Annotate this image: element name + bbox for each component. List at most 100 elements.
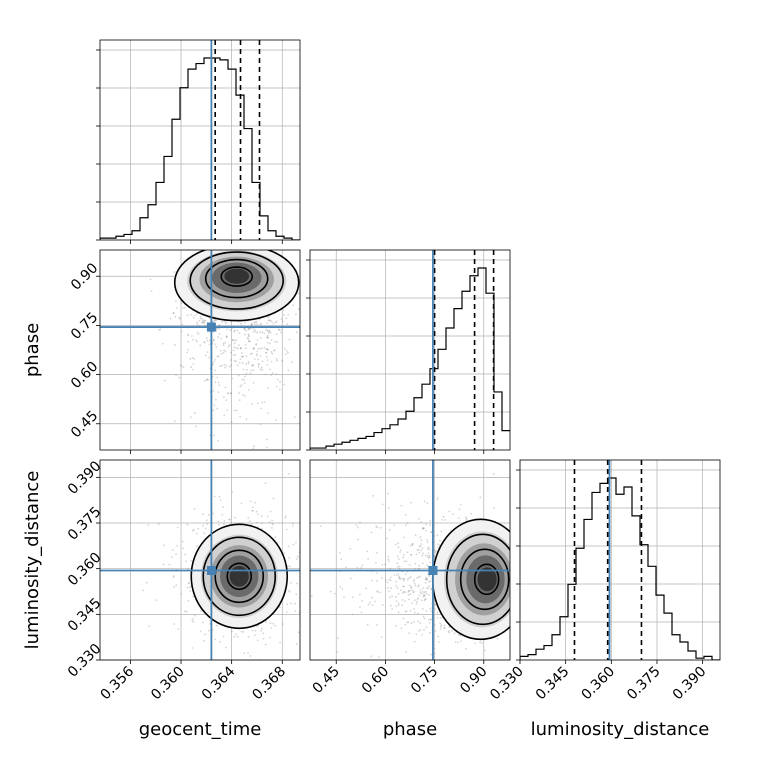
scatter-point: [437, 496, 440, 499]
panel-frame: [519, 459, 721, 661]
scatter-point: [222, 506, 225, 508]
scatter-point: [245, 372, 248, 375]
scatter-point: [181, 540, 184, 543]
scatter-point: [460, 503, 462, 506]
scatter-point: [197, 333, 200, 336]
scatter-point: [252, 381, 255, 384]
scatter-point: [223, 349, 225, 352]
scatter-point: [376, 590, 379, 593]
scatter-point: [259, 355, 262, 357]
scatter-point: [285, 450, 287, 452]
scatter-point: [341, 588, 344, 590]
scatter-point: [250, 523, 253, 526]
scatter-point: [270, 374, 273, 376]
scatter-point: [402, 556, 405, 559]
scatter-point: [428, 575, 431, 578]
scatter-point: [280, 318, 283, 321]
scatter-point: [310, 591, 312, 593]
density-panel-geocent_time-vs-phase: [99, 249, 313, 477]
scatter-point: [209, 473, 211, 475]
scatter-point: [275, 320, 278, 323]
scatter-point: [208, 343, 211, 346]
scatter-point: [199, 315, 202, 318]
scatter-point: [416, 600, 419, 603]
scatter-point: [220, 337, 222, 340]
scatter-point: [311, 341, 313, 343]
scatter-point: [260, 322, 263, 325]
scatter-point: [289, 475, 291, 477]
scatter-point: [423, 591, 426, 594]
scatter-point: [292, 543, 295, 546]
scatter-point: [315, 536, 317, 538]
scatter-point: [241, 355, 244, 358]
scatter-point: [189, 358, 192, 360]
scatter-point: [243, 382, 246, 385]
scatter-point: [214, 319, 216, 322]
scatter-point: [190, 313, 192, 316]
scatter-point: [180, 365, 183, 368]
scatter-point: [224, 386, 227, 389]
scatter-point: [283, 314, 286, 316]
x-tick-label: 0.368: [249, 664, 289, 704]
scatter-point: [281, 359, 284, 362]
scatter-point: [147, 524, 150, 526]
scatter-point: [265, 351, 268, 354]
scatter-point: [173, 420, 176, 423]
scatter-point: [268, 521, 271, 524]
scatter-point: [255, 521, 258, 524]
scatter-point: [215, 328, 218, 331]
scatter-point: [169, 317, 172, 320]
scatter-point: [408, 563, 411, 566]
scatter-point: [233, 342, 236, 345]
scatter-point: [212, 389, 215, 392]
scatter-point: [399, 551, 402, 553]
scatter-point: [404, 524, 407, 527]
scatter-point: [233, 359, 236, 362]
scatter-point: [336, 651, 339, 654]
scatter-point: [371, 596, 374, 599]
scatter-point: [217, 439, 220, 442]
scatter-point: [249, 327, 252, 330]
scatter-point: [430, 610, 433, 613]
scatter-point: [415, 553, 418, 556]
scatter-point: [434, 551, 437, 554]
scatter-point: [290, 602, 293, 605]
scatter-point: [387, 558, 390, 561]
scatter-point: [419, 536, 422, 539]
scatter-point: [294, 602, 297, 605]
scatter-point: [249, 372, 252, 375]
scatter-point: [409, 609, 412, 612]
scatter-point: [414, 562, 417, 565]
scatter-point: [215, 327, 218, 330]
scatter-point: [267, 348, 269, 351]
scatter-point: [290, 582, 293, 584]
scatter-point: [423, 599, 426, 602]
scatter-point: [196, 331, 199, 334]
scatter-point: [427, 546, 430, 549]
scatter-point: [227, 392, 229, 395]
scatter-point: [457, 641, 459, 644]
scatter-point: [241, 355, 244, 358]
scatter-point: [429, 520, 432, 522]
scatter-point: [288, 338, 291, 341]
scatter-point: [418, 551, 421, 554]
scatter-point: [275, 419, 278, 422]
scatter-point: [276, 378, 279, 381]
scatter-point: [178, 316, 181, 319]
scatter-point: [304, 286, 306, 288]
scatter-point: [422, 587, 425, 589]
scatter-point: [421, 547, 424, 550]
scatter-point: [404, 573, 407, 576]
scatter-point: [272, 523, 274, 526]
scatter-point: [281, 320, 284, 323]
scatter-point: [196, 340, 198, 343]
scatter-point: [256, 323, 258, 326]
scatter-point: [216, 407, 219, 410]
scatter-point: [356, 566, 359, 569]
density-content: [310, 460, 510, 660]
scatter-point: [279, 380, 281, 383]
scatter-point: [329, 581, 331, 583]
scatter-point: [256, 331, 259, 334]
scatter-point: [227, 392, 230, 395]
contour-line: [445, 533, 510, 626]
